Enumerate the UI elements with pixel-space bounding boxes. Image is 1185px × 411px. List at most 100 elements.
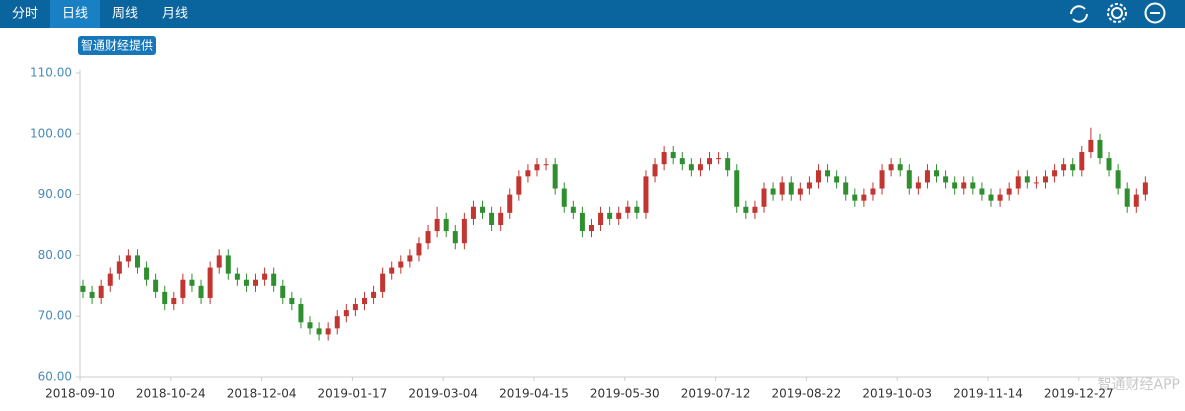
candle-body xyxy=(289,297,295,305)
candle-body xyxy=(1070,164,1076,171)
candle-body xyxy=(180,279,186,298)
candle-body xyxy=(125,255,131,262)
candle-body xyxy=(507,194,513,213)
candle-body xyxy=(888,164,894,171)
settings-icon[interactable] xyxy=(1111,7,1123,19)
x-tick-label: 2019-04-15 xyxy=(499,387,569,401)
y-tick-label: 60.00 xyxy=(38,370,72,384)
candle-body xyxy=(879,170,885,189)
candle-body xyxy=(1079,152,1085,171)
refresh-icon[interactable] xyxy=(1070,5,1088,23)
x-tick-label: 2018-12-04 xyxy=(227,387,297,401)
tab[interactable]: 日线 xyxy=(62,7,88,22)
candle-body xyxy=(725,158,731,171)
top-bar xyxy=(0,0,1185,28)
candle-body xyxy=(779,182,785,195)
candle-body xyxy=(280,285,286,298)
candle-body xyxy=(806,182,812,189)
candle-body xyxy=(271,273,277,286)
candle-body xyxy=(498,212,504,225)
candle-body xyxy=(425,231,431,244)
candle-body xyxy=(607,212,613,219)
candle-body xyxy=(134,255,140,268)
candle-body xyxy=(243,279,249,286)
candle-body xyxy=(234,273,240,280)
candle-body xyxy=(443,218,449,232)
candle-body xyxy=(861,194,867,201)
candle-body xyxy=(298,304,304,323)
candle-body xyxy=(716,158,722,160)
y-tick-label: 90.00 xyxy=(38,187,72,201)
candle-body xyxy=(171,297,177,305)
y-tick-label: 110.00 xyxy=(30,66,72,80)
candle-body xyxy=(1033,182,1039,184)
candle-body xyxy=(153,279,159,292)
x-tick-label: 2019-12-27 xyxy=(1044,387,1114,401)
candle-body xyxy=(325,328,331,335)
candle-body xyxy=(144,267,150,280)
candle-body xyxy=(643,176,649,213)
candle-body xyxy=(361,297,367,305)
candle-body xyxy=(1097,139,1103,159)
x-tick-label: 2018-10-24 xyxy=(136,387,206,401)
candle-body xyxy=(697,164,703,171)
candle-body xyxy=(570,206,576,213)
candle-body xyxy=(1006,188,1012,195)
candle-body xyxy=(752,206,758,213)
candle-body xyxy=(407,255,413,262)
candle-body xyxy=(797,188,803,195)
x-tick-label: 2019-10-03 xyxy=(862,387,932,401)
candle-body xyxy=(952,182,958,189)
y-tick-label: 70.00 xyxy=(38,309,72,323)
candle-body xyxy=(897,164,903,171)
candle-body xyxy=(870,188,876,195)
candle-body xyxy=(852,194,858,201)
candle-body xyxy=(389,267,395,274)
candle-body xyxy=(688,164,694,171)
candle-body xyxy=(1088,139,1094,153)
collapse-icon[interactable] xyxy=(1144,2,1166,24)
candle-body xyxy=(516,176,522,195)
candle-body xyxy=(225,255,231,274)
candle-body xyxy=(1142,182,1148,195)
candle-body xyxy=(743,206,749,213)
candle-body xyxy=(1061,164,1067,171)
candle-body xyxy=(1015,176,1021,189)
tab[interactable]: 周线 xyxy=(112,7,138,22)
tab[interactable]: 月线 xyxy=(162,7,188,22)
candle-body xyxy=(352,304,358,311)
candle-body xyxy=(162,291,168,305)
candle-body xyxy=(216,255,222,268)
candle-body xyxy=(788,182,794,195)
candle-body xyxy=(452,231,458,244)
x-tick-label: 2019-11-14 xyxy=(953,387,1023,401)
candle-body xyxy=(834,176,840,183)
candle-body xyxy=(1106,158,1112,171)
candle-body xyxy=(398,261,404,268)
candle-body xyxy=(915,182,921,189)
candle-body xyxy=(761,188,767,207)
candle-body xyxy=(1042,176,1048,183)
candle-body xyxy=(734,170,740,207)
candle-body xyxy=(924,170,930,183)
x-tick-label: 2018-09-10 xyxy=(45,387,115,401)
candle-body xyxy=(207,267,213,298)
candle-body xyxy=(970,182,976,189)
candle-body xyxy=(116,261,122,274)
candle-body xyxy=(470,206,476,219)
candle-body xyxy=(634,206,640,213)
candle-body xyxy=(416,243,422,256)
candle-body xyxy=(934,170,940,177)
candle-body xyxy=(579,212,585,232)
candle-body xyxy=(1024,176,1030,183)
candle-body xyxy=(552,164,558,189)
candle-body xyxy=(343,310,349,317)
candle-body xyxy=(1124,188,1130,207)
candle-body xyxy=(1052,170,1058,177)
x-tick-label: 2019-08-22 xyxy=(772,387,842,401)
tab[interactable]: 分时 xyxy=(12,7,38,22)
candle-body xyxy=(262,273,268,280)
candle-body xyxy=(979,188,985,195)
candle-body xyxy=(670,152,676,159)
candle-body xyxy=(434,218,440,232)
